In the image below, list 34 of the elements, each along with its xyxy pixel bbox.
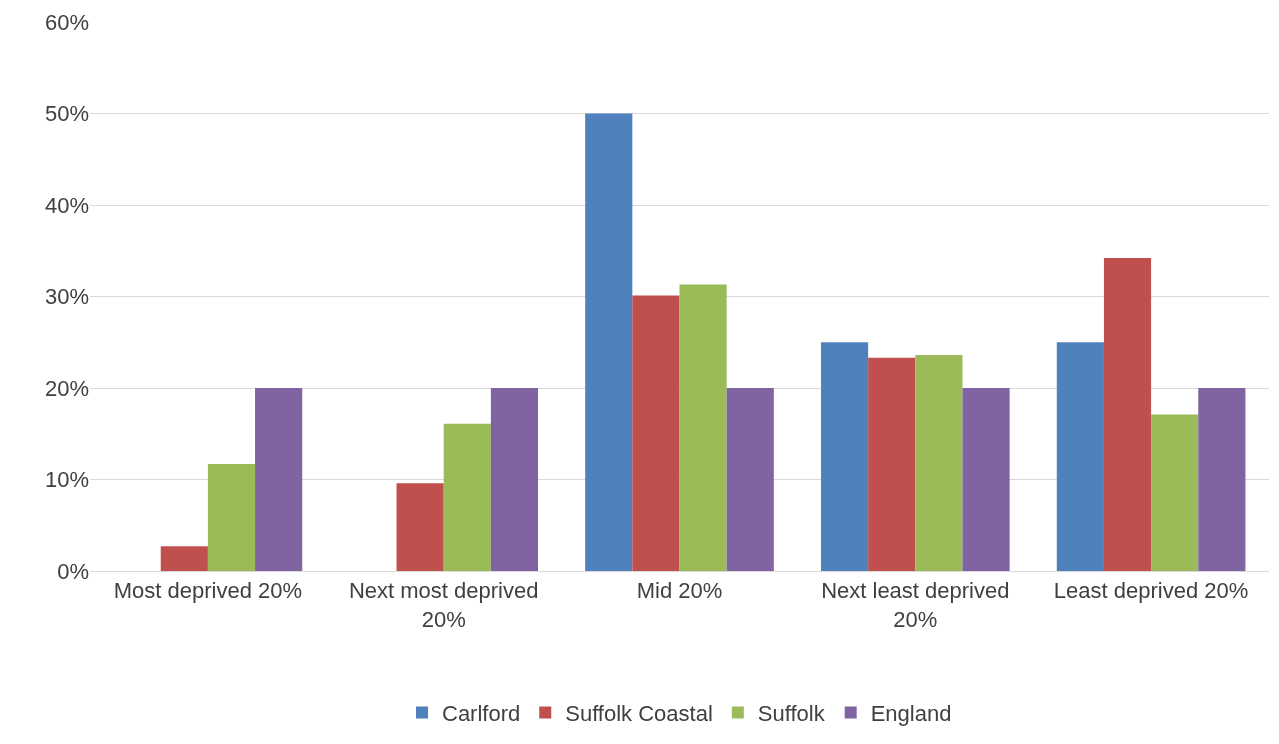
bar bbox=[1151, 414, 1199, 571]
x-tick-label: Least deprived 20% bbox=[1053, 578, 1249, 604]
x-tick-label: Next least deprived 20% bbox=[821, 578, 1010, 632]
x-tick-label: Next most deprived 20% bbox=[348, 578, 539, 632]
y-tick-label: 50% bbox=[44, 101, 89, 127]
bar bbox=[160, 546, 208, 571]
bar bbox=[585, 113, 633, 571]
legend-label: England bbox=[870, 701, 952, 727]
bar bbox=[396, 483, 444, 571]
y-tick-label: 0% bbox=[57, 558, 89, 584]
y-tick-label: 30% bbox=[44, 284, 89, 310]
bar bbox=[868, 357, 916, 571]
x-tick-label: Most deprived 20% bbox=[113, 578, 303, 604]
bar bbox=[962, 388, 1010, 571]
y-tick-label: 60% bbox=[44, 9, 89, 35]
bar bbox=[915, 355, 963, 571]
bar bbox=[1198, 388, 1246, 571]
legend-label: Suffolk Coastal bbox=[565, 701, 713, 727]
bar bbox=[490, 388, 539, 571]
legend-label: Suffolk bbox=[757, 701, 826, 727]
bar bbox=[820, 342, 869, 571]
bar bbox=[679, 284, 727, 571]
bar bbox=[207, 463, 256, 571]
bar bbox=[255, 388, 303, 571]
bar bbox=[726, 388, 774, 571]
bar bbox=[1103, 258, 1152, 571]
bar bbox=[632, 295, 680, 571]
y-tick-label: 20% bbox=[44, 375, 89, 401]
y-tick-label: 10% bbox=[44, 467, 89, 493]
bar bbox=[1056, 342, 1104, 571]
x-tick-label: Mid 20% bbox=[636, 578, 723, 604]
y-tick-label: 40% bbox=[44, 192, 89, 218]
legend-label: Carlford bbox=[442, 701, 521, 727]
bar bbox=[443, 423, 491, 571]
